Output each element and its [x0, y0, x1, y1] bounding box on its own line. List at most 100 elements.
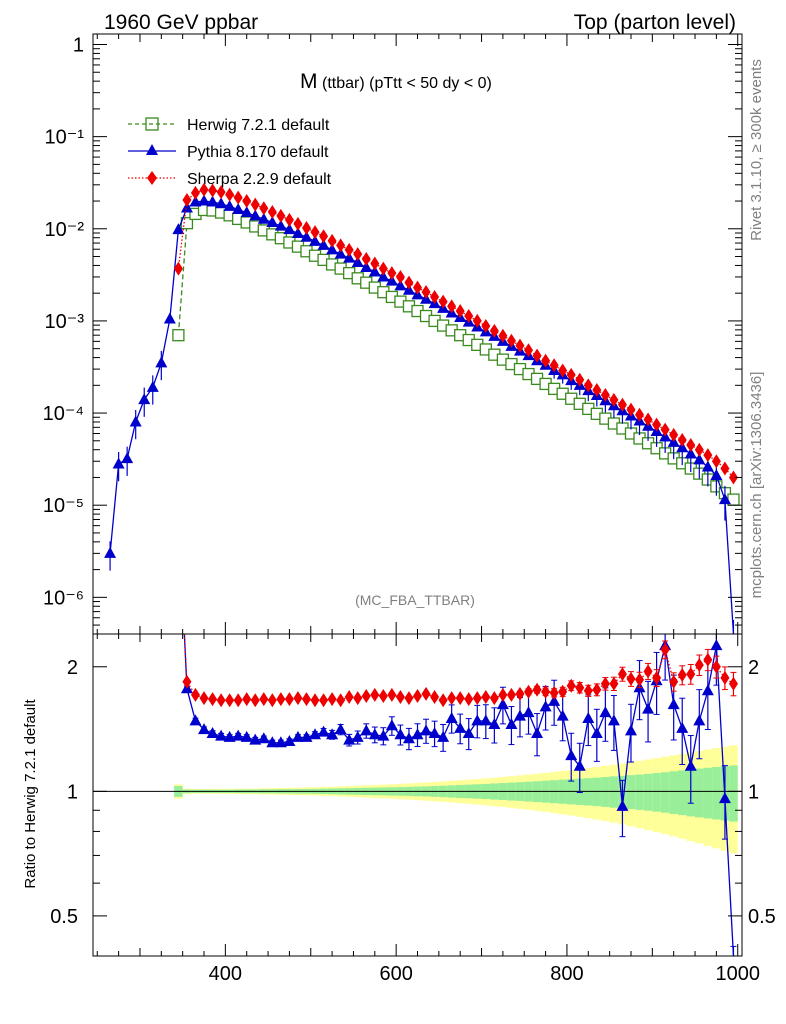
- ratio-point: [242, 692, 252, 707]
- data-point: [242, 194, 252, 209]
- ratio-point: [189, 714, 202, 726]
- ratio-point: [522, 706, 535, 718]
- ratio-point: [720, 670, 730, 685]
- ratio-point: [676, 721, 689, 733]
- ratio-point: [266, 736, 279, 748]
- ratio-point: [326, 728, 339, 740]
- ratio-y-tick-label-right: 2: [748, 657, 759, 679]
- data-point: [206, 195, 219, 207]
- x-tick-label: 400: [209, 963, 242, 985]
- ratio-point: [223, 730, 236, 742]
- data-point: [259, 201, 269, 216]
- data-point: [267, 205, 277, 220]
- header-right: Top (parton level): [574, 11, 736, 34]
- ratio-point: [377, 729, 390, 741]
- data-point: [163, 312, 176, 324]
- ratio-point: [531, 726, 544, 738]
- data-point: [385, 274, 398, 286]
- ratio-point: [368, 728, 381, 740]
- analysis-watermark: (MC_FBA_TTBAR): [355, 592, 475, 608]
- series-line-0: [177, 209, 734, 501]
- x-tick-label: 800: [550, 963, 583, 985]
- ratio-point: [334, 723, 347, 735]
- ratio-point: [259, 692, 269, 707]
- y-tick-label: 1: [73, 34, 84, 56]
- data-point: [660, 422, 670, 437]
- rivet-label: Rivet 3.1.10, ≥ 300k events: [748, 59, 765, 241]
- ratio-point: [684, 759, 697, 771]
- ratio-point: [276, 692, 286, 707]
- data-point: [353, 247, 363, 262]
- data-point: [293, 216, 303, 231]
- band-stat-bin: [592, 777, 602, 807]
- ratio-point: [283, 734, 296, 746]
- data-point: [190, 185, 200, 200]
- band-stat-bin: [635, 774, 644, 810]
- ratio-point: [539, 700, 552, 712]
- legend-label-sherpa: Sherpa 2.2.9 default: [187, 171, 332, 188]
- ratio-point: [182, 674, 192, 689]
- data-point: [413, 280, 422, 295]
- legend-marker-sherpa: [147, 171, 157, 185]
- ratio-point: [387, 687, 397, 702]
- ratio-point: [711, 659, 721, 674]
- data-point: [138, 393, 151, 405]
- ratio-point: [573, 759, 586, 771]
- ratio-point: [413, 688, 422, 703]
- legend-item-herwig: Herwig 7.2.1 default: [128, 117, 330, 134]
- ratio-point: [250, 693, 260, 708]
- ratio-point: [583, 683, 593, 698]
- data-point: [394, 279, 407, 291]
- x-tick-label: 1000: [715, 963, 760, 985]
- data-point: [430, 289, 440, 304]
- data-point: [718, 493, 731, 505]
- ratio-point: [506, 687, 516, 702]
- band-stat-bin: [677, 770, 687, 816]
- ratio-point: [479, 714, 492, 726]
- data-point: [370, 256, 380, 271]
- ratio-point: [498, 687, 508, 702]
- data-point: [266, 215, 279, 227]
- ratio-point: [402, 732, 415, 744]
- plot-title-main: M: [300, 70, 318, 93]
- ratio-point: [590, 726, 603, 738]
- ratio-point: [199, 691, 209, 706]
- ratio-y-tick-label: 1: [67, 781, 78, 803]
- data-point: [515, 338, 525, 353]
- ratio-point: [532, 682, 542, 697]
- data-point: [395, 269, 405, 284]
- data-point: [301, 220, 311, 235]
- ratio-point: [208, 692, 218, 707]
- plot-title-sub: (ttbar) (pTtt < 50 dy < 0): [322, 75, 492, 92]
- ratio-point: [344, 690, 354, 705]
- ratio-point: [667, 698, 680, 710]
- y-tick-label: 10⁻¹: [45, 127, 85, 149]
- data-point: [240, 206, 253, 218]
- data-point: [694, 442, 704, 457]
- ratio-band: [174, 745, 738, 854]
- ratio-point: [428, 726, 441, 738]
- ratio-point: [558, 684, 568, 699]
- data-point: [309, 234, 322, 246]
- data-point: [233, 190, 243, 205]
- data-point: [549, 358, 559, 373]
- data-point: [532, 348, 542, 363]
- data-point: [447, 299, 457, 314]
- ratio-point: [421, 686, 431, 701]
- ratio-point: [660, 642, 670, 657]
- mcplots-label: mcplots.cern.ch [arXiv:1306.3436]: [748, 372, 765, 599]
- legend-label-pythia: Pythia 8.170 default: [187, 144, 329, 161]
- data-point: [481, 319, 491, 334]
- data-point: [472, 313, 482, 328]
- data-point: [377, 270, 390, 282]
- ratio-point: [395, 690, 405, 705]
- ratio-point: [301, 692, 311, 707]
- ratio-point: [515, 686, 525, 701]
- data-point: [600, 388, 610, 403]
- ratio-point: [718, 792, 731, 804]
- band-stat-bin: [652, 773, 661, 812]
- data-point: [257, 212, 270, 224]
- data-point: [404, 275, 414, 290]
- data-point: [216, 185, 226, 200]
